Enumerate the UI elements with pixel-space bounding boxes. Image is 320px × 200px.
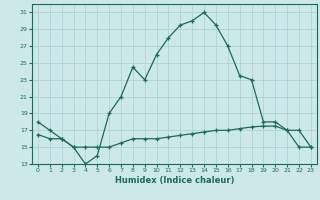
X-axis label: Humidex (Indice chaleur): Humidex (Indice chaleur) xyxy=(115,176,234,185)
